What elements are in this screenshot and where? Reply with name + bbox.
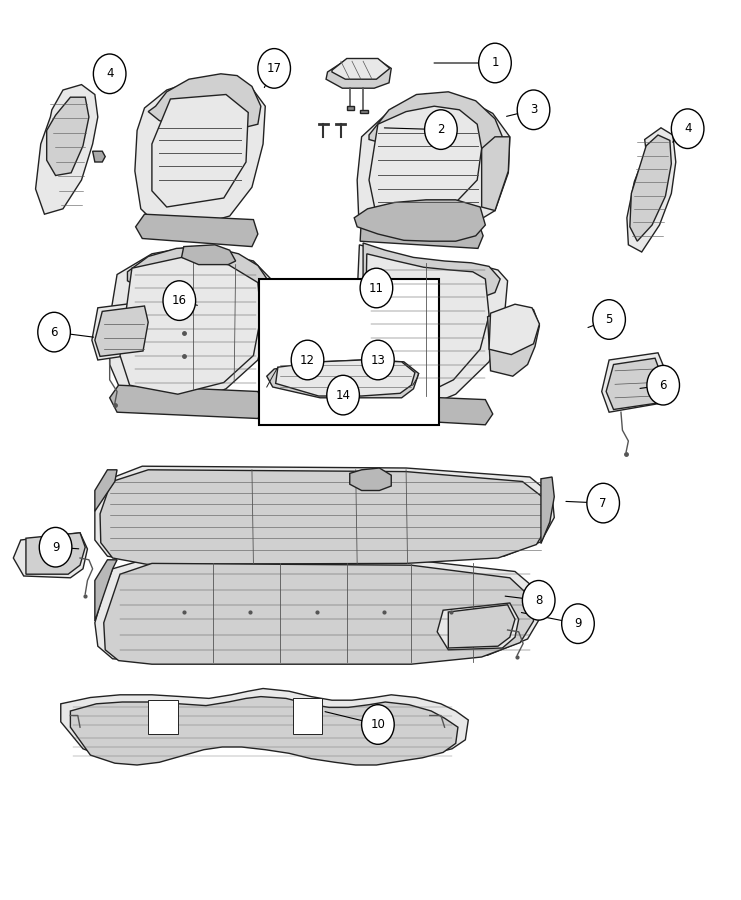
Circle shape <box>93 54 126 94</box>
Polygon shape <box>356 394 493 425</box>
Polygon shape <box>326 59 391 88</box>
Polygon shape <box>365 254 489 396</box>
Circle shape <box>258 49 290 88</box>
Polygon shape <box>357 94 510 243</box>
Text: 8: 8 <box>535 594 542 607</box>
Polygon shape <box>95 470 117 511</box>
Circle shape <box>479 43 511 83</box>
Polygon shape <box>489 304 539 355</box>
Polygon shape <box>127 247 268 302</box>
Polygon shape <box>267 360 419 398</box>
Polygon shape <box>630 135 671 241</box>
Circle shape <box>562 604 594 644</box>
Text: 2: 2 <box>437 123 445 136</box>
Circle shape <box>362 340 394 380</box>
Polygon shape <box>182 245 236 265</box>
Polygon shape <box>360 110 368 113</box>
Polygon shape <box>136 214 258 247</box>
Polygon shape <box>482 137 510 211</box>
Polygon shape <box>36 85 98 214</box>
Circle shape <box>522 580 555 620</box>
Circle shape <box>163 281 196 320</box>
Polygon shape <box>602 353 665 412</box>
Polygon shape <box>360 214 483 248</box>
Polygon shape <box>148 700 178 734</box>
Polygon shape <box>152 94 248 207</box>
Polygon shape <box>448 605 515 648</box>
Polygon shape <box>95 558 541 662</box>
Text: 9: 9 <box>52 541 59 554</box>
Polygon shape <box>135 79 265 227</box>
Polygon shape <box>110 247 273 403</box>
Polygon shape <box>120 257 261 394</box>
Polygon shape <box>332 58 390 79</box>
Text: 3: 3 <box>530 104 537 116</box>
Polygon shape <box>276 360 415 396</box>
Circle shape <box>38 312 70 352</box>
Polygon shape <box>363 243 500 302</box>
Polygon shape <box>61 688 468 760</box>
Text: 6: 6 <box>659 379 667 392</box>
Polygon shape <box>95 466 554 562</box>
Circle shape <box>425 110 457 149</box>
Text: 17: 17 <box>267 62 282 75</box>
Circle shape <box>362 705 394 744</box>
Polygon shape <box>100 470 550 564</box>
FancyBboxPatch shape <box>259 279 439 425</box>
Polygon shape <box>104 563 534 664</box>
Text: 13: 13 <box>370 354 385 366</box>
Polygon shape <box>354 200 485 241</box>
Polygon shape <box>369 92 502 151</box>
Text: 14: 14 <box>336 389 350 401</box>
Polygon shape <box>293 698 322 733</box>
Circle shape <box>517 90 550 130</box>
Circle shape <box>327 375 359 415</box>
Polygon shape <box>95 560 117 621</box>
Text: 4: 4 <box>684 122 691 135</box>
Polygon shape <box>488 306 539 376</box>
Text: 7: 7 <box>599 497 607 509</box>
Polygon shape <box>627 128 676 252</box>
Polygon shape <box>350 468 391 490</box>
Text: 6: 6 <box>50 326 58 338</box>
Polygon shape <box>541 477 554 544</box>
Polygon shape <box>110 385 265 418</box>
Text: 5: 5 <box>605 313 613 326</box>
Polygon shape <box>606 358 661 410</box>
Polygon shape <box>26 533 85 574</box>
Text: 10: 10 <box>370 718 385 731</box>
Polygon shape <box>95 306 148 356</box>
Polygon shape <box>369 106 482 218</box>
Circle shape <box>291 340 324 380</box>
Polygon shape <box>93 151 105 162</box>
Polygon shape <box>70 697 458 765</box>
Circle shape <box>360 268 393 308</box>
Text: 9: 9 <box>574 617 582 630</box>
Polygon shape <box>437 603 519 650</box>
Circle shape <box>593 300 625 339</box>
Circle shape <box>587 483 619 523</box>
Polygon shape <box>148 74 261 128</box>
Text: 1: 1 <box>491 57 499 69</box>
Text: 16: 16 <box>172 294 187 307</box>
Polygon shape <box>347 106 354 110</box>
Circle shape <box>671 109 704 148</box>
Polygon shape <box>47 97 89 176</box>
Polygon shape <box>354 245 508 410</box>
Text: 11: 11 <box>369 282 384 294</box>
Polygon shape <box>92 302 152 360</box>
Circle shape <box>647 365 679 405</box>
Circle shape <box>39 527 72 567</box>
Polygon shape <box>13 533 87 578</box>
Text: 4: 4 <box>106 68 113 80</box>
Text: 12: 12 <box>300 354 315 366</box>
